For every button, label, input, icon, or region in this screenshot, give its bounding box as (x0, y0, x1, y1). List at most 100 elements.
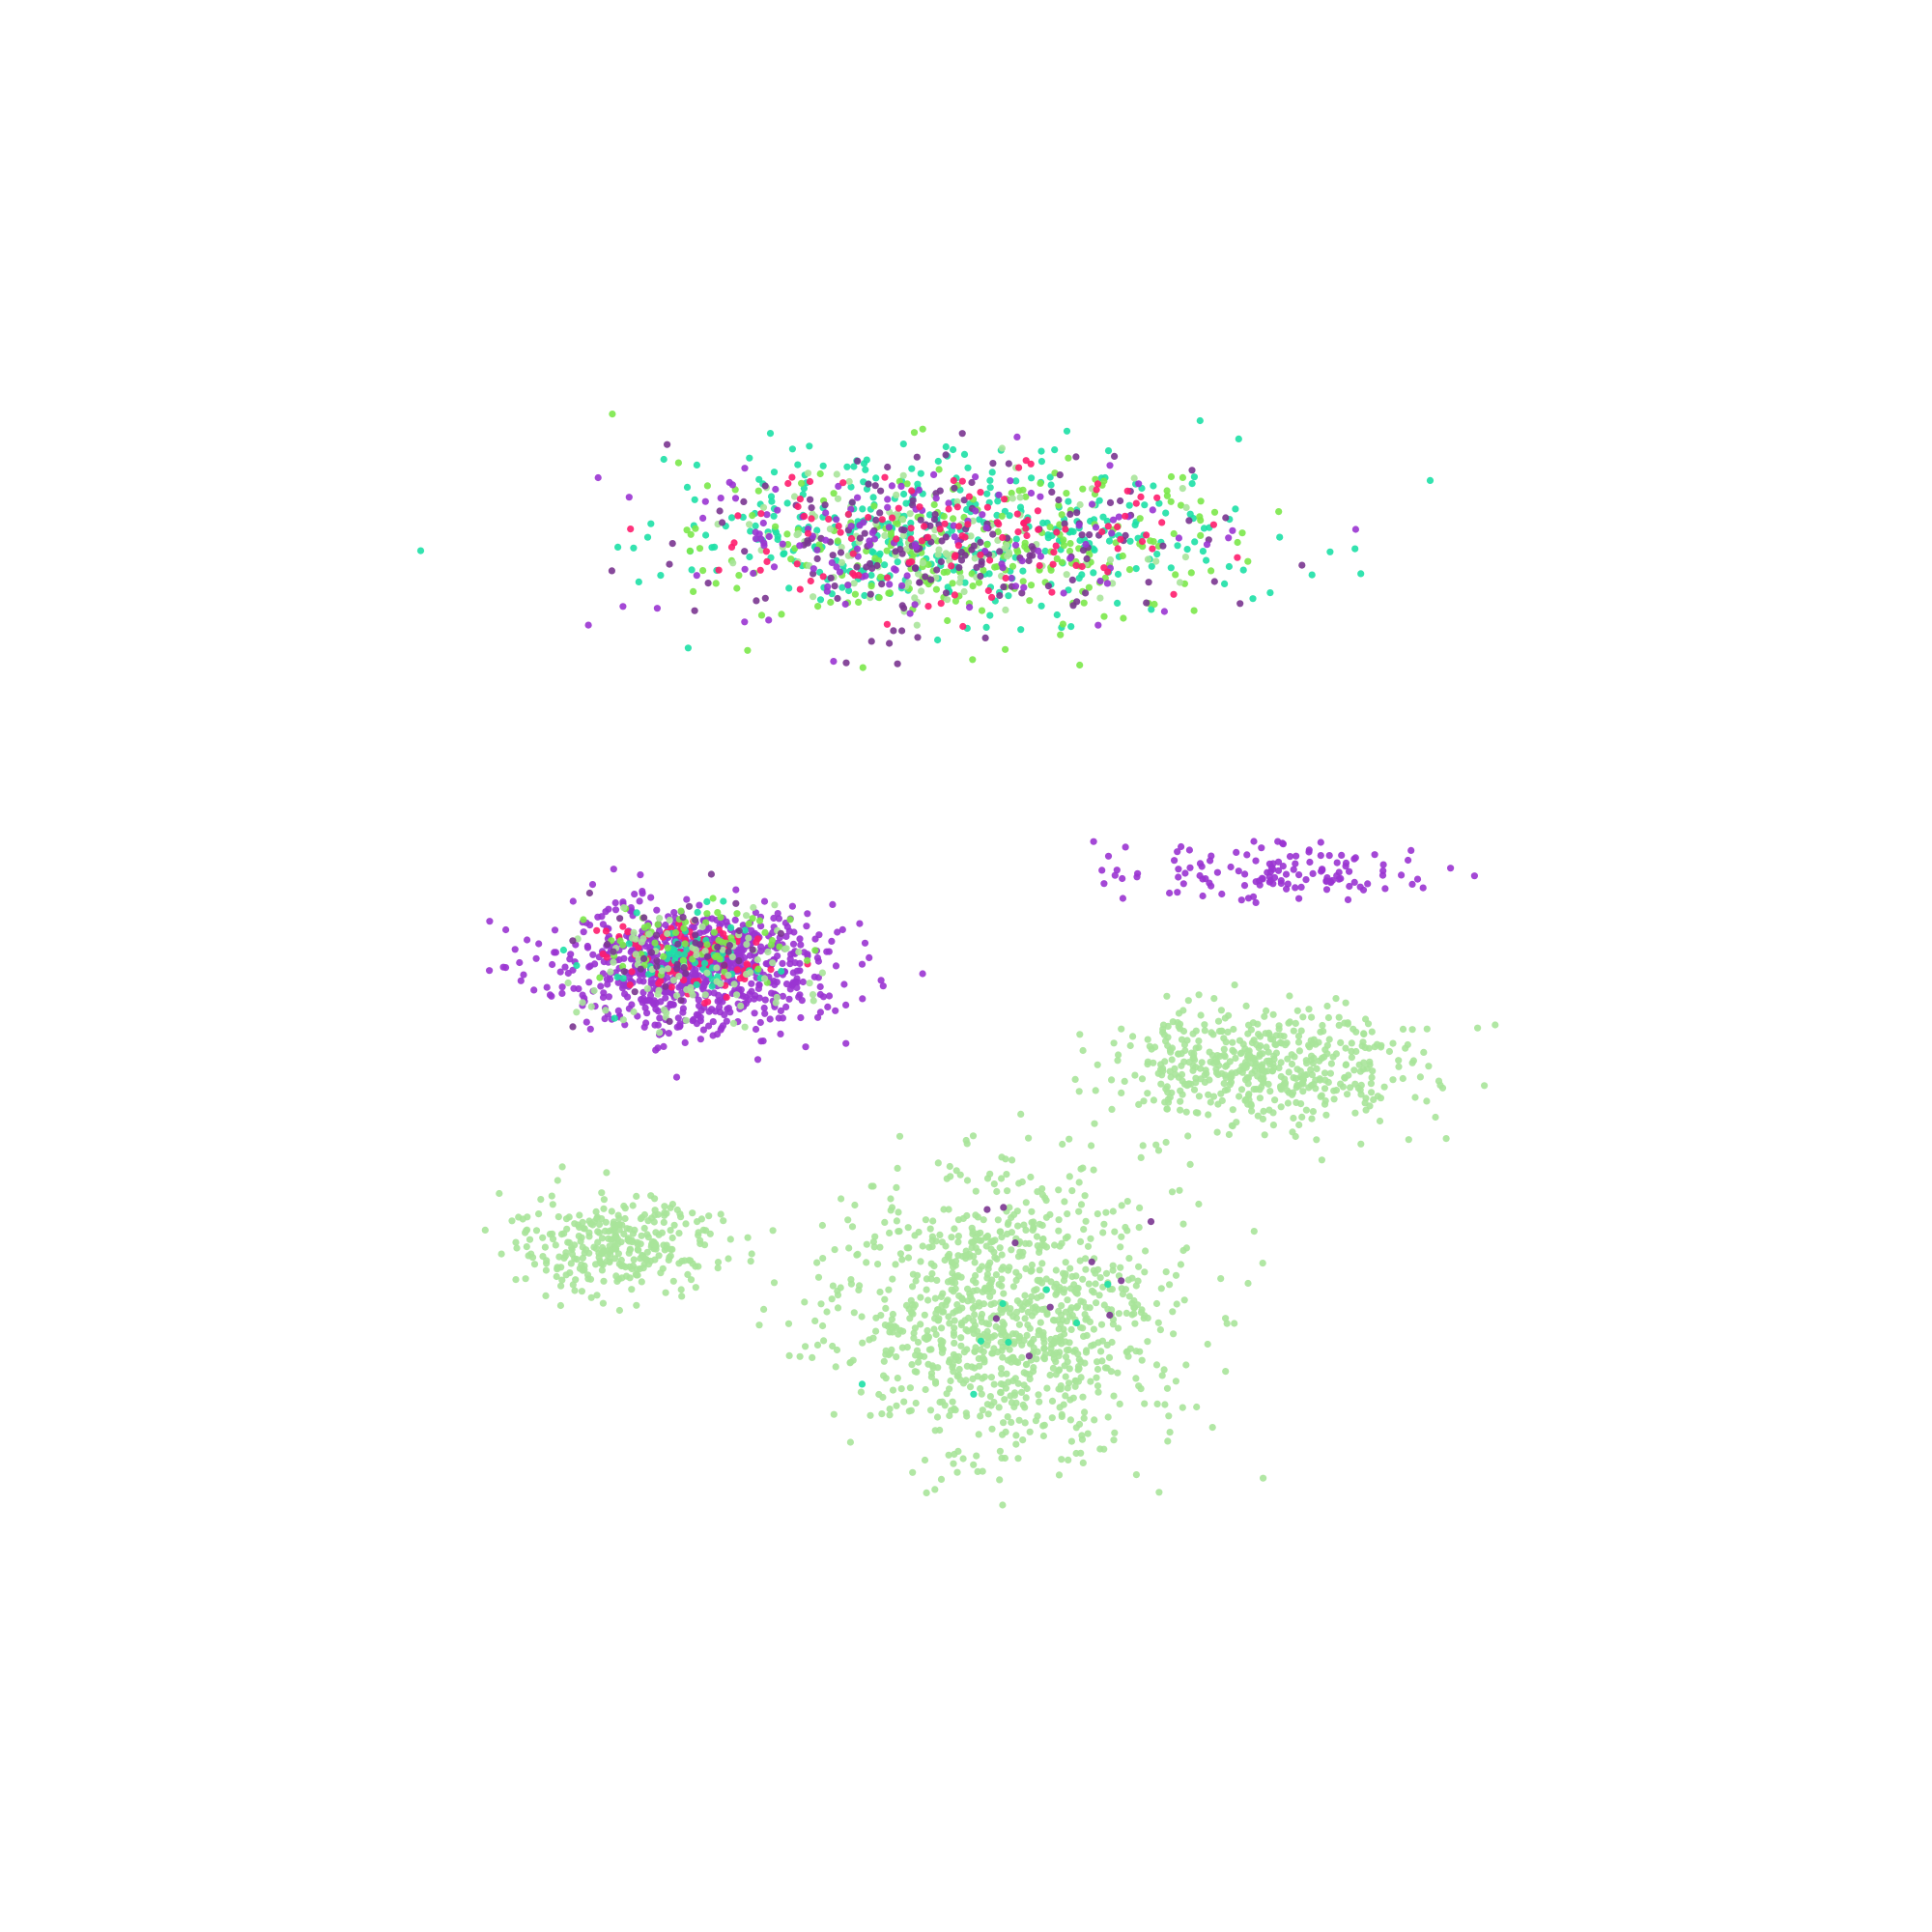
data-point (594, 913, 602, 921)
data-point (1161, 1098, 1169, 1106)
data-point (834, 928, 841, 936)
data-point (1150, 482, 1157, 490)
data-point (1335, 1013, 1343, 1021)
data-point (833, 470, 840, 478)
data-point (1238, 529, 1246, 537)
data-point (1099, 1229, 1107, 1236)
data-point (934, 1159, 942, 1167)
data-point (530, 1261, 539, 1268)
data-point (792, 978, 800, 986)
data-point (1347, 1084, 1354, 1092)
data-point (938, 1324, 946, 1332)
data-point (819, 573, 827, 581)
data-point (558, 983, 566, 991)
data-point (1022, 1199, 1030, 1207)
data-point (755, 1321, 763, 1329)
data-point (954, 1216, 963, 1224)
data-point (981, 634, 989, 642)
data-point (988, 1237, 996, 1245)
data-point (941, 520, 949, 527)
data-point (816, 990, 824, 999)
data-point (1056, 471, 1064, 479)
data-point (681, 940, 689, 948)
data-point (839, 479, 847, 487)
data-point (726, 1236, 734, 1243)
data-point (1199, 875, 1207, 883)
data-point (1019, 486, 1027, 494)
data-point (947, 1377, 954, 1385)
data-point (922, 1216, 930, 1224)
data-point (783, 530, 791, 538)
data-point (1015, 1321, 1023, 1328)
data-point (1269, 1109, 1277, 1117)
data-point (719, 946, 726, 953)
data-point (999, 564, 1007, 572)
data-point (1000, 1204, 1008, 1211)
data-point (641, 1004, 649, 1011)
data-point (787, 555, 795, 563)
data-point (854, 494, 862, 501)
data-point (1145, 579, 1152, 586)
data-point (990, 1380, 998, 1388)
data-point (1221, 1087, 1229, 1094)
data-point (887, 1195, 895, 1203)
data-point (1058, 1456, 1065, 1463)
data-point (831, 1246, 838, 1254)
data-point (1114, 1369, 1122, 1377)
data-point (1318, 1092, 1325, 1099)
data-point (895, 1208, 902, 1216)
data-point (802, 1343, 810, 1350)
data-point (838, 925, 846, 934)
data-point (728, 953, 736, 961)
data-point (657, 572, 665, 580)
data-point (995, 491, 1003, 498)
data-point (523, 1243, 530, 1251)
data-point (772, 485, 780, 494)
data-point (1060, 536, 1067, 544)
data-point (1088, 1142, 1095, 1150)
data-point (699, 985, 707, 993)
data-point (1332, 1087, 1341, 1094)
data-point (810, 973, 818, 980)
data-point (942, 533, 950, 541)
data-point (1108, 529, 1116, 537)
data-point (956, 1171, 964, 1179)
data-point (1091, 1416, 1098, 1424)
data-point (1075, 522, 1083, 529)
data-point (1269, 1010, 1277, 1018)
data-point (1060, 1277, 1068, 1285)
data-point (884, 463, 892, 471)
data-point (970, 1390, 978, 1398)
data-point (978, 1390, 985, 1398)
data-point (1114, 545, 1122, 553)
data-point (1065, 454, 1072, 462)
data-point (1192, 1044, 1200, 1052)
data-point (977, 489, 984, 497)
data-point (1190, 473, 1198, 481)
data-point (1049, 1364, 1057, 1372)
data-point (749, 512, 756, 520)
data-point (993, 1187, 1001, 1196)
data-point (832, 1007, 839, 1014)
data-point (775, 1014, 782, 1022)
data-point (966, 1383, 975, 1391)
data-point (695, 972, 702, 980)
data-point (825, 948, 833, 955)
data-point (1248, 1069, 1256, 1077)
data-point (1229, 1046, 1236, 1054)
data-point (1153, 494, 1161, 501)
data-point (1286, 853, 1294, 861)
data-point (1342, 863, 1350, 870)
data-point (796, 496, 805, 503)
data-point (647, 949, 656, 956)
data-point (511, 946, 519, 953)
data-point (1008, 489, 1015, 497)
data-point (749, 946, 756, 953)
data-point (603, 976, 611, 983)
data-point (1348, 1054, 1355, 1062)
data-point (961, 579, 969, 586)
data-point (1317, 852, 1324, 860)
data-point (602, 908, 610, 916)
data-point (1338, 851, 1346, 860)
data-point (1179, 1246, 1187, 1255)
